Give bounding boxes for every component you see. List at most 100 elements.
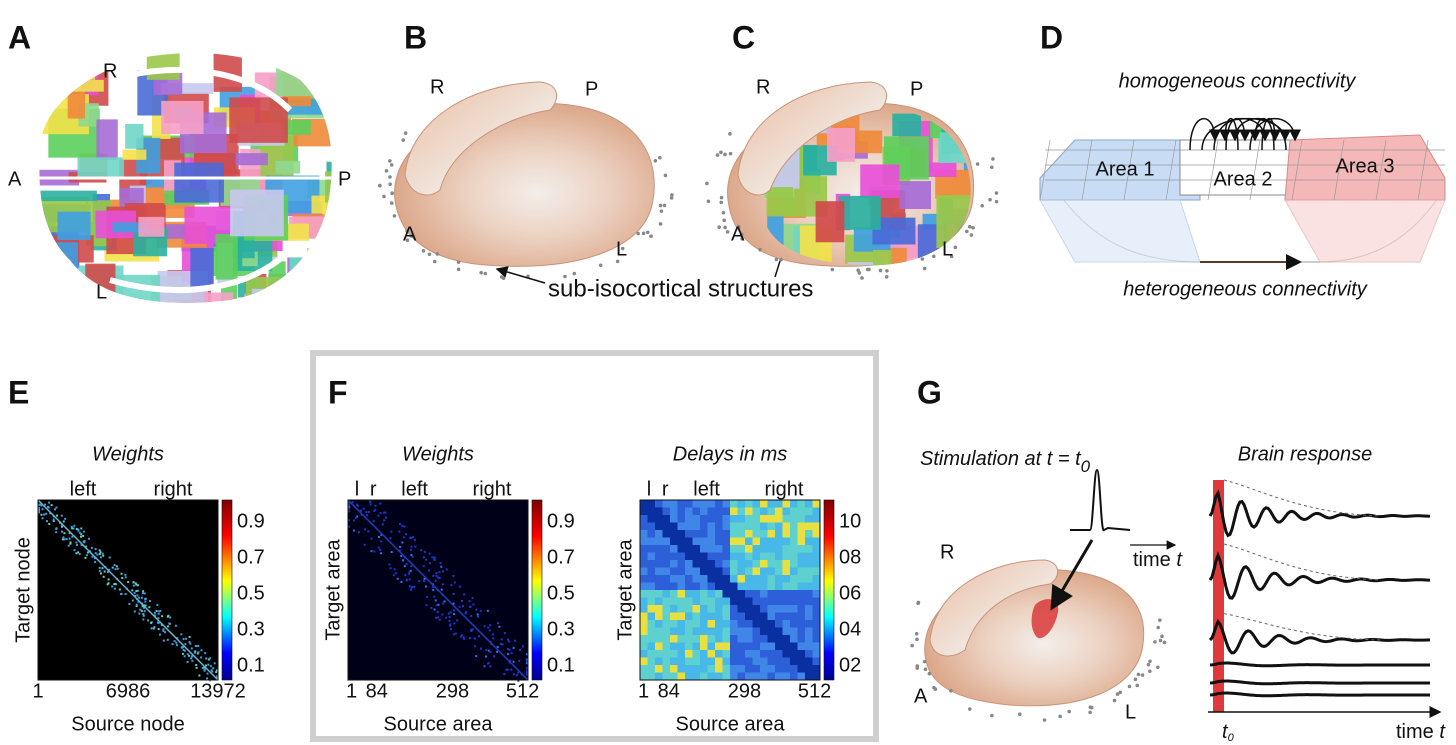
matrix-cell xyxy=(677,575,686,583)
structure-dots xyxy=(705,132,999,280)
matrix-cell xyxy=(707,582,716,591)
matrix-entry xyxy=(106,570,109,573)
matrix-entry xyxy=(408,570,411,573)
shape xyxy=(737,81,888,196)
hemisphere-label: r xyxy=(662,478,669,500)
matrix-cell xyxy=(782,537,791,546)
matrix-entry xyxy=(47,506,50,509)
matrix-cell xyxy=(662,605,671,613)
matrix-entry xyxy=(364,528,367,531)
caption: homogeneous connectivity xyxy=(1119,70,1357,92)
dot xyxy=(432,259,437,264)
matrix-entry xyxy=(389,567,392,570)
matrix-cell xyxy=(685,575,693,583)
matrix-cell xyxy=(797,612,806,621)
matrix-cell xyxy=(715,657,723,666)
atlas-region xyxy=(46,242,78,281)
matrix-cell xyxy=(805,530,813,538)
matrix-entry xyxy=(82,534,85,537)
matrix-entry xyxy=(87,537,90,540)
dot xyxy=(990,713,994,718)
matrix-cell xyxy=(730,500,738,508)
matrix-entry xyxy=(449,627,452,630)
matrix-title: Weights xyxy=(92,443,164,465)
y-axis-label: Target node xyxy=(12,537,34,643)
matrix-cell xyxy=(805,567,813,576)
parcel xyxy=(892,113,921,137)
trace xyxy=(1208,618,1431,655)
matrix-entry xyxy=(118,588,121,591)
matrix-cell xyxy=(775,627,783,636)
matrix-entry xyxy=(422,565,425,568)
atlas-image xyxy=(39,52,332,303)
matrix-entry xyxy=(84,545,87,548)
matrix-cell xyxy=(655,657,663,666)
matrix-cell xyxy=(722,582,731,591)
trace xyxy=(1209,661,1430,668)
matrix-cell xyxy=(730,522,738,531)
matrix-entry xyxy=(447,612,450,615)
matrix-entry xyxy=(191,659,194,662)
matrix-entry xyxy=(398,522,401,525)
matrix-cell xyxy=(730,612,738,621)
matrix-cell xyxy=(775,507,783,516)
matrix-cell xyxy=(662,530,671,538)
matrix-entry xyxy=(153,614,156,617)
matrix-cell xyxy=(805,515,813,523)
matrix-cell xyxy=(655,590,663,598)
dot xyxy=(971,225,975,230)
matrix-cell xyxy=(730,672,738,681)
matrix-entry xyxy=(518,648,521,651)
atlas-region xyxy=(123,301,184,303)
matrix-cell xyxy=(685,642,693,651)
matrix-cell xyxy=(812,507,821,516)
matrix-cell xyxy=(805,537,813,546)
matrix-cell xyxy=(670,545,678,553)
matrix-entry xyxy=(174,624,177,627)
matrix-cell xyxy=(647,582,656,591)
matrix-cell xyxy=(805,672,813,681)
matrix-entry xyxy=(401,541,404,544)
matrix-entry xyxy=(39,503,42,506)
matrix-entry xyxy=(373,509,376,512)
matrix-cell xyxy=(707,575,716,583)
atlas-region xyxy=(57,211,91,241)
matrix-entry xyxy=(369,503,372,506)
matrix-cell xyxy=(655,567,663,576)
matrix-cell xyxy=(730,590,738,598)
matrix-cell xyxy=(670,567,678,576)
matrix-entry xyxy=(512,646,515,649)
matrix-cell xyxy=(700,575,708,583)
matrix-cell xyxy=(700,672,708,681)
matrix-entry xyxy=(189,642,192,645)
matrix-cell xyxy=(707,507,716,516)
matrix-entry xyxy=(103,570,106,573)
matrix-cell xyxy=(805,642,813,651)
matrix-cell xyxy=(760,545,768,553)
matrix-entry xyxy=(141,605,144,608)
matrix-cell xyxy=(707,515,716,523)
matrix-cell xyxy=(670,590,678,598)
matrix-cell xyxy=(767,582,776,591)
matrix-entry xyxy=(438,571,441,574)
dot xyxy=(914,631,919,636)
matrix-cell xyxy=(790,605,798,613)
matrix-entry xyxy=(370,537,373,540)
matrix-cell xyxy=(715,597,723,606)
matrix-cell xyxy=(655,522,663,531)
matrix-entry xyxy=(436,610,439,613)
matrix-entry xyxy=(157,617,160,620)
matrix-entry xyxy=(411,555,414,558)
matrix-entry xyxy=(84,556,87,559)
matrix-entry xyxy=(159,610,162,613)
matrix-cell xyxy=(797,627,806,636)
matrix-cell xyxy=(715,515,723,523)
matrix-entry xyxy=(70,525,73,528)
matrix-entry xyxy=(505,668,508,671)
matrix-cell xyxy=(737,507,746,516)
matrix-entry xyxy=(372,520,375,523)
matrix-cell xyxy=(760,590,768,598)
matrix-cell xyxy=(767,665,776,673)
matrix-cell xyxy=(722,612,731,621)
matrix-entry xyxy=(479,647,482,650)
